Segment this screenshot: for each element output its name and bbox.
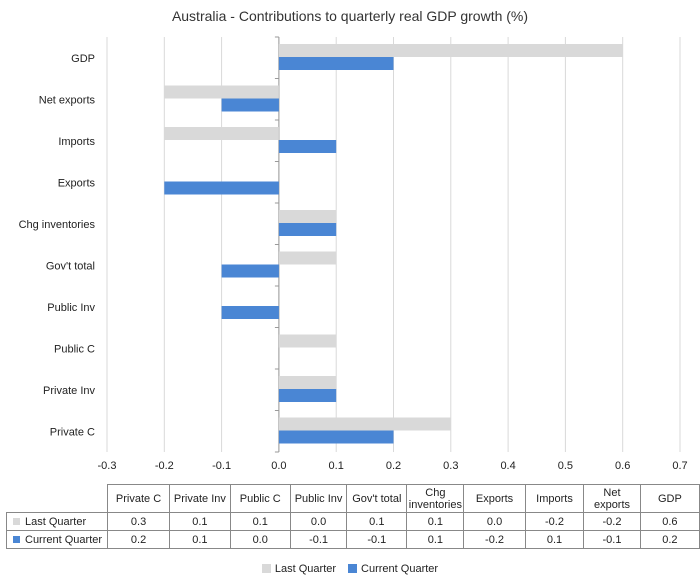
legend-item: Last Quarter xyxy=(261,563,337,575)
x-tick-label: 0.2 xyxy=(386,460,401,472)
legend-swatch-icon xyxy=(348,564,358,573)
table-cell: 0.1 xyxy=(169,512,231,531)
bar-last-quarter xyxy=(278,417,451,431)
x-tick-label: 0.4 xyxy=(500,460,515,472)
table-cell: 0.1 xyxy=(524,530,585,549)
table-cell: 0.3 xyxy=(106,512,171,531)
table-cell: 0.1 xyxy=(406,512,465,531)
bar-last-quarter xyxy=(278,376,337,389)
bar-current-quarter xyxy=(278,140,337,153)
table-cell: 0.2 xyxy=(106,530,171,549)
table-cell: 0.0 xyxy=(463,512,526,531)
table-cell: -0.2 xyxy=(583,512,641,531)
table-cell: -0.1 xyxy=(289,530,348,549)
bar-last-quarter xyxy=(278,210,337,223)
table-column-header: Imports xyxy=(524,484,585,513)
table-column-header: Private Inv xyxy=(169,484,231,513)
legend-swatch-icon xyxy=(13,536,20,544)
y-category-label: Public C xyxy=(54,343,95,355)
data-table: Private C Private Inv Public C Public Inv Go… xyxy=(6,484,700,549)
table-column-header: Chg inventories xyxy=(406,484,465,513)
table-column-header: Public C xyxy=(229,484,291,513)
legend-label: Current Quarter xyxy=(361,563,439,575)
y-category-label: Private C xyxy=(50,426,95,438)
table-cell: 0.1 xyxy=(169,530,231,549)
table-cell: 0.6 xyxy=(639,512,700,531)
table-cell: 0.0 xyxy=(229,530,291,549)
series-name: Last Quarter xyxy=(25,515,87,528)
bar-current-quarter xyxy=(221,306,279,319)
x-tick-label: 0.7 xyxy=(672,460,687,472)
x-tick-label: 0.6 xyxy=(615,460,630,472)
bar-current-quarter xyxy=(278,57,394,70)
legend-swatch-icon xyxy=(261,564,271,573)
bar-current-quarter xyxy=(164,181,279,195)
table-cell: -0.2 xyxy=(524,512,585,531)
table-column-header: Public Inv xyxy=(289,484,348,513)
y-category-label: Gov't total xyxy=(46,260,95,272)
table-corner xyxy=(7,485,108,513)
chart-title: Australia - Contributions to quarterly r… xyxy=(171,8,529,24)
y-category-label: Imports xyxy=(58,136,95,148)
table-cell: 0.1 xyxy=(229,512,291,531)
table-column-header: Gov't total xyxy=(346,484,408,513)
bar-last-quarter xyxy=(278,334,337,348)
bar-current-quarter xyxy=(278,223,337,236)
table-cell: -0.1 xyxy=(583,530,641,549)
bar-last-quarter xyxy=(164,127,279,140)
bar-current-quarter xyxy=(221,98,279,112)
legend-swatch-icon xyxy=(13,518,20,526)
y-category-label: GDP xyxy=(71,53,95,65)
y-category-label: Private Inv xyxy=(43,385,95,397)
y-category-label: Net exports xyxy=(39,94,96,106)
table-column-header: Private C xyxy=(106,484,171,513)
table-cell: -0.2 xyxy=(463,530,526,549)
legend-label: Last Quarter xyxy=(274,563,337,575)
x-tick-label: -0.1 xyxy=(212,460,231,472)
table-row-header: Current Quarter xyxy=(6,530,108,549)
x-tick-label: 0.1 xyxy=(329,460,344,472)
legend-item: Current Quarter xyxy=(348,563,438,575)
y-category-label: Chg inventories xyxy=(19,219,96,231)
x-tick-label: -0.3 xyxy=(98,460,117,472)
chart-legend: Last Quarter Current Quarter xyxy=(0,563,700,575)
table-row-header: Last Quarter xyxy=(6,512,108,531)
bar-last-quarter xyxy=(278,251,337,265)
bar-last-quarter xyxy=(278,44,623,57)
table-cell: 0.1 xyxy=(346,512,408,531)
table-cell: 0.0 xyxy=(289,512,348,531)
bar-current-quarter xyxy=(278,389,337,402)
series-name: Current Quarter xyxy=(25,533,103,546)
y-category-label: Public Inv xyxy=(47,302,95,314)
table-row: Current Quarter 0.2 0.1 0.0 -0.1 -0.1 0.1 -0.2 0… xyxy=(6,530,700,549)
bar-current-quarter xyxy=(278,430,394,444)
bar-current-quarter xyxy=(221,264,279,278)
table-column-header: GDP xyxy=(639,484,700,513)
table-column-header: Exports xyxy=(463,484,526,513)
table-column-header: Net exports xyxy=(583,484,641,513)
bar-last-quarter xyxy=(164,85,279,99)
table-cell: 0.2 xyxy=(639,530,700,549)
table-row: Last Quarter 0.3 0.1 0.1 0.0 0.1 0.1 0.0 -0.2 -0.… xyxy=(6,512,700,531)
y-category-label: Exports xyxy=(58,177,96,189)
table-header-row: Private C Private Inv Public C Public Inv Go… xyxy=(7,484,700,513)
table-cell: 0.1 xyxy=(406,530,465,549)
x-tick-label: 0.3 xyxy=(443,460,458,472)
x-tick-label: -0.2 xyxy=(155,460,174,472)
x-tick-label: 0.0 xyxy=(271,460,286,472)
x-tick-label: 0.5 xyxy=(558,460,573,472)
table-cell: -0.1 xyxy=(346,530,408,549)
